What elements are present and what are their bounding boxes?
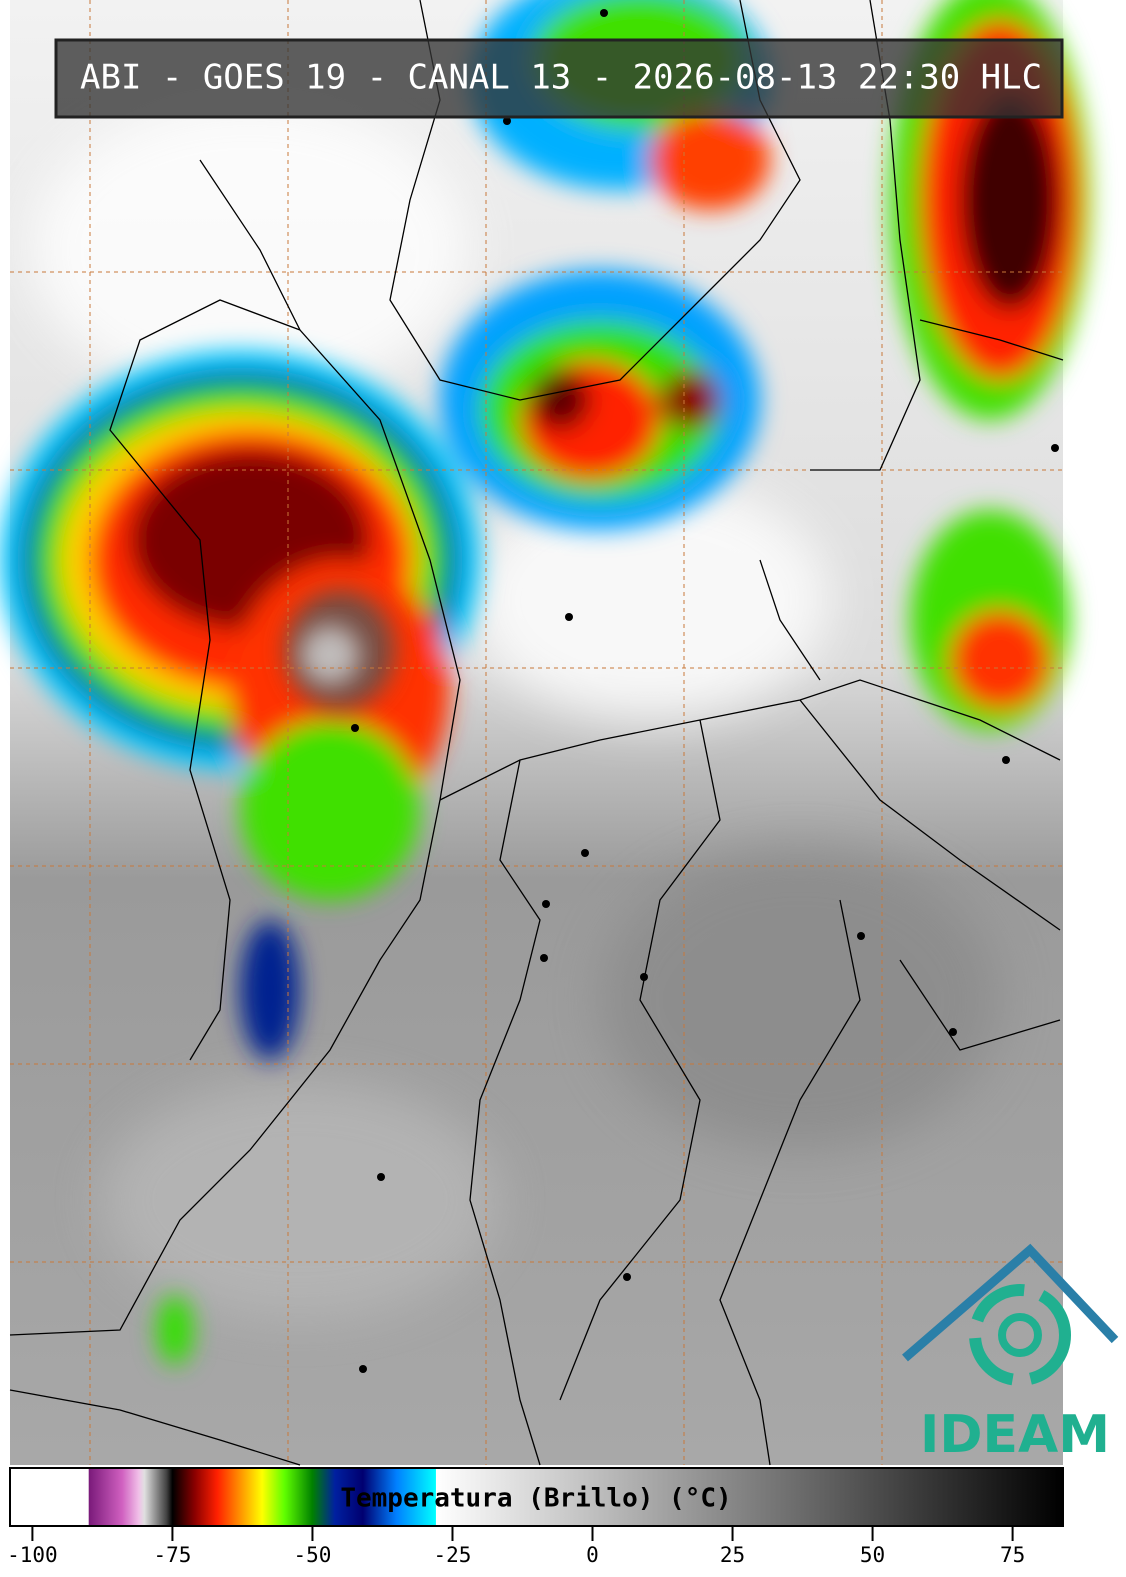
tick-label: -50 [293, 1543, 331, 1567]
tick-label: 0 [586, 1543, 599, 1567]
tick-label: 50 [860, 1543, 885, 1567]
colorbar-label: Temperatura (Brillo) (°C) [340, 1484, 731, 1514]
logo-text: IDEAM [920, 1405, 1110, 1465]
tick-label: -25 [434, 1543, 472, 1567]
tick-label: 25 [720, 1543, 745, 1567]
colorbar [9, 1467, 1064, 1527]
colorbar-axis: -100 -75 -50 -25 0 25 50 75 [7, 1527, 1025, 1567]
tick-label: -75 [153, 1543, 191, 1567]
title: ABI - GOES 19 - CANAL 13 - 2026-08-13 22… [80, 58, 1042, 98]
map [0, 0, 1090, 1466]
tick-label: -100 [7, 1543, 58, 1567]
logo: IDEAM [902, 1243, 1119, 1465]
title-box [54, 38, 1064, 119]
tick-label: 75 [1000, 1543, 1025, 1567]
